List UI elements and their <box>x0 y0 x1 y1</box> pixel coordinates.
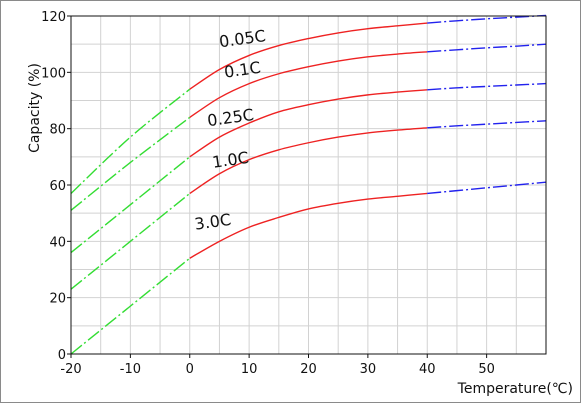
x-tick-label: 0 <box>186 362 194 377</box>
series-segment-0-to-40 <box>189 192 428 259</box>
x-tick-label: 40 <box>419 362 436 377</box>
y-tick-label: 40 <box>49 235 66 250</box>
curve-label: 0.1C <box>223 58 262 82</box>
series-segment-below-0 <box>70 156 191 254</box>
series-segment-0-to-40 <box>189 51 428 118</box>
curve-label: 0.05C <box>218 26 267 51</box>
y-tick-label: 120 <box>41 10 66 25</box>
curve-label: 3.0C <box>193 210 232 234</box>
x-axis-ticks: -20 -10 0 10 20 30 40 50 <box>60 354 495 377</box>
curves <box>70 14 547 355</box>
series-line <box>70 120 547 290</box>
series-segment-below-0 <box>70 88 191 194</box>
x-axis-title: Temperature(℃) <box>457 381 573 397</box>
series-segment-0-to-40 <box>189 127 428 195</box>
series-segment-above-40 <box>427 43 547 53</box>
x-tick-label: 50 <box>478 362 495 377</box>
y-axis-title: Capacity (%) <box>27 63 43 153</box>
series-segment-above-40 <box>427 120 547 129</box>
series-segment-below-0 <box>70 257 191 355</box>
series-segment-above-40 <box>427 82 547 91</box>
series-line <box>70 82 547 254</box>
x-tick-label: -20 <box>60 362 81 377</box>
y-tick-label: 0 <box>58 348 66 363</box>
series-segment-0-to-40 <box>189 22 428 90</box>
y-tick-label: 20 <box>49 292 66 307</box>
series-segment-0-to-40 <box>189 89 428 158</box>
series-line <box>70 43 547 211</box>
x-tick-label: 20 <box>300 362 317 377</box>
series-line <box>70 181 547 355</box>
series-segment-above-40 <box>427 181 547 195</box>
series-segment-above-40 <box>427 14 547 24</box>
x-tick-label: 10 <box>241 362 258 377</box>
x-tick-label: -10 <box>120 362 141 377</box>
series-line <box>70 14 547 194</box>
y-tick-label: 60 <box>49 179 66 194</box>
series-segment-below-0 <box>70 116 191 211</box>
y-tick-label: 100 <box>41 66 66 81</box>
curve-labels: 0.05C 0.1C 0.25C 1.0C 3.0C <box>193 26 267 234</box>
y-tick-label: 80 <box>49 123 66 138</box>
y-axis-ticks: 0 20 40 60 80 100 120 <box>41 10 71 363</box>
curve-label: 0.25C <box>206 105 255 130</box>
series-segment-below-0 <box>70 192 191 290</box>
curve-label: 1.0C <box>211 148 250 172</box>
x-tick-label: 30 <box>360 362 377 377</box>
